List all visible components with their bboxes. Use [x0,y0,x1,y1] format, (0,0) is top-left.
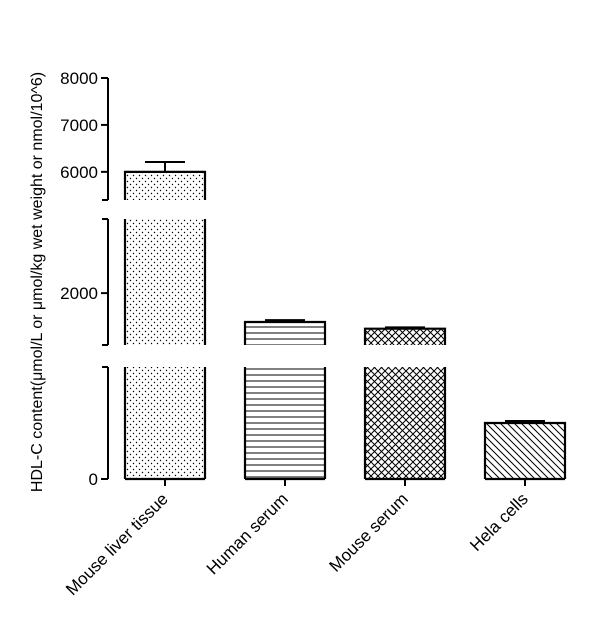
x-tick-label: Mouse serum [326,489,412,575]
bar [125,367,205,479]
bars [123,160,567,481]
bar [125,171,205,200]
bar [245,367,325,479]
bar-outline [243,320,327,345]
bar [365,367,445,479]
bar [485,423,565,479]
bar [245,322,325,345]
x-tick-label: Human serum [203,489,292,578]
y-tick-label: 0 [89,470,98,489]
bar-outline [123,367,207,479]
y-tick-label: 7000 [60,116,98,135]
y-tick-label: 8000 [60,69,98,88]
bar-outline [363,367,447,479]
y-axis-title: HDL-C content(μmol/L or μmol/kg wet weig… [29,72,46,492]
y-tick-label: 2000 [60,284,98,303]
y-axis: 6000 7000 8000 2000 0 [60,69,109,489]
bar [125,219,205,345]
x-tick-label: Hela cells [466,489,532,555]
bar-outline [243,367,327,479]
bar-outline [123,219,207,345]
y-tick-label: 6000 [60,163,98,182]
bar [365,328,445,345]
x-tick-label: Mouse liver tissue [62,489,172,599]
